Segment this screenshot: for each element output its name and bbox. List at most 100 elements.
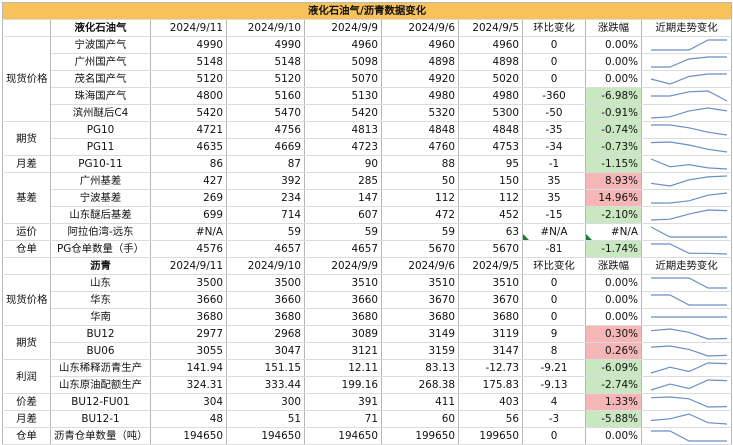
sparkline-trend-line bbox=[650, 73, 727, 85]
table-row: PG11 4635 4669 4723 4760 4753 -34 -0.73% bbox=[3, 138, 733, 156]
asphalt-section-title: 沥青 bbox=[50, 257, 151, 275]
price-cell: 3159 bbox=[381, 342, 459, 360]
change-cell: 0 bbox=[522, 427, 586, 445]
sparkline-chart bbox=[651, 294, 727, 306]
header-blank-cell bbox=[2, 19, 51, 37]
sparkline-trend-line bbox=[650, 175, 728, 187]
sparkline-chart bbox=[650, 209, 728, 221]
price-cell: 199650 bbox=[381, 427, 459, 445]
sparkline-cell bbox=[641, 359, 733, 377]
sparkline-chart bbox=[650, 73, 727, 85]
price-cell: 4813 bbox=[304, 121, 382, 139]
pct-change-cell: -6.09% bbox=[585, 359, 642, 377]
price-cell: 304 bbox=[150, 393, 227, 411]
price-cell: 5670 bbox=[381, 240, 459, 258]
pct-change-cell: -1.74% bbox=[585, 240, 642, 258]
change-cell: -9.21 bbox=[522, 359, 586, 377]
price-cell: 4980 bbox=[458, 87, 523, 105]
price-cell: 333.44 bbox=[226, 376, 305, 394]
price-cell: 4657 bbox=[226, 240, 305, 258]
price-cell: 607 bbox=[304, 206, 382, 224]
sparkline-chart bbox=[650, 362, 728, 374]
table-row: 月差 PG10-11 86 87 90 88 95 -1 -1.15% bbox=[2, 155, 733, 173]
sparkline-chart bbox=[650, 226, 727, 238]
price-cell: 194650 bbox=[150, 427, 227, 445]
change-cell: 9 bbox=[522, 325, 586, 343]
price-cell: 51 bbox=[226, 410, 305, 428]
sparkline-cell bbox=[641, 308, 733, 326]
change-cell: -9.13 bbox=[522, 376, 586, 394]
pct-change-cell: 0.00% bbox=[585, 36, 642, 54]
pct-change-cell: 0.00% bbox=[585, 291, 642, 309]
change-cell: 35 bbox=[522, 189, 586, 207]
pct-change-cell: 0.26% bbox=[585, 342, 642, 360]
sparkline-chart bbox=[651, 316, 727, 318]
pct-change-cell: -6.98% bbox=[585, 87, 642, 105]
sparkline-cell bbox=[641, 172, 733, 190]
price-cell: 411 bbox=[381, 393, 459, 411]
price-cell: 3089 bbox=[304, 325, 382, 343]
sparkline-chart bbox=[650, 379, 728, 391]
sparkline-chart bbox=[650, 141, 728, 153]
pct-change-cell: -2.10% bbox=[585, 206, 642, 224]
sparkline-trend-line bbox=[651, 124, 728, 136]
price-cell: 3680 bbox=[381, 308, 459, 326]
price-cell: 5300 bbox=[458, 104, 523, 122]
sparkline-cell bbox=[641, 138, 733, 156]
price-cell: 5420 bbox=[150, 104, 227, 122]
row-name: 广州国产气 bbox=[50, 53, 151, 71]
sparkline-chart bbox=[650, 328, 728, 340]
sparkline-trend-line bbox=[651, 39, 727, 51]
column-header: 2024/9/5 bbox=[458, 19, 523, 37]
row-name: 华南 bbox=[50, 308, 151, 326]
pct-change-cell: 0.30% bbox=[585, 325, 642, 343]
sparkline-chart bbox=[651, 56, 727, 68]
table-row: 运价 阿拉伯湾-远东 #N/A 59 59 59 63 #N/A #N/A bbox=[2, 223, 733, 241]
lpg-header-row: 液化石油气 2024/9/11 2024/9/10 2024/9/9 2024/9/6 2… bbox=[2, 19, 733, 37]
row-name: BU06 bbox=[50, 342, 151, 360]
row-group-label: 期货 bbox=[2, 121, 51, 156]
table-row: 宁波基差 269 234 147 112 112 35 14.96% bbox=[3, 189, 733, 207]
sparkline-chart bbox=[651, 192, 728, 204]
price-cell: 3121 bbox=[304, 342, 382, 360]
price-cell: 300 bbox=[226, 393, 305, 411]
price-cell: 3500 bbox=[150, 274, 227, 292]
sparkline-chart bbox=[650, 175, 728, 187]
row-name: PG11 bbox=[50, 138, 151, 156]
price-cell: 3149 bbox=[381, 325, 459, 343]
sparkline-cell bbox=[641, 342, 733, 360]
sparkline-cell bbox=[641, 223, 733, 241]
price-cell: 4721 bbox=[150, 121, 227, 139]
row-name: 茂名国产气 bbox=[50, 70, 151, 88]
table-row: 山东醚后基差 699 714 607 472 452 -15 -2.10% bbox=[3, 206, 733, 224]
sparkline-chart bbox=[651, 90, 728, 102]
price-cell: 3660 bbox=[304, 291, 382, 309]
sparkline-cell bbox=[641, 87, 733, 105]
row-name: 山东醚后基差 bbox=[50, 206, 151, 224]
sparkline-trend-line bbox=[650, 107, 728, 119]
price-cell: 3147 bbox=[458, 342, 523, 360]
error-flag-icon bbox=[523, 234, 529, 240]
sparkline-chart bbox=[651, 243, 728, 255]
change-cell: -1 bbox=[522, 155, 586, 173]
price-cell: 4760 bbox=[381, 138, 459, 156]
change-cell: 0 bbox=[522, 53, 586, 71]
sparkline-chart bbox=[650, 107, 728, 119]
sparkline-trend-line bbox=[650, 413, 728, 425]
row-group-label: 仓单 bbox=[2, 427, 51, 445]
sparkline-trend-line bbox=[651, 90, 728, 102]
row-name: 广州基差 bbox=[50, 172, 151, 190]
row-name: 山东稀释沥青生产 bbox=[50, 359, 151, 377]
price-cell: 199.16 bbox=[304, 376, 382, 394]
price-cell: 88 bbox=[381, 155, 459, 173]
row-group-label: 月差 bbox=[2, 155, 51, 173]
change-cell: -35 bbox=[522, 121, 586, 139]
row-name: PG10-11 bbox=[50, 155, 151, 173]
price-cell: 150 bbox=[458, 172, 523, 190]
sparkline-chart bbox=[650, 345, 728, 357]
row-group-label: 价差 bbox=[2, 393, 51, 411]
price-cell: 87 bbox=[226, 155, 305, 173]
sparkline-trend-line bbox=[650, 141, 728, 153]
price-cell: 324.31 bbox=[150, 376, 227, 394]
pct-change-cell: 0.00% bbox=[585, 53, 642, 71]
